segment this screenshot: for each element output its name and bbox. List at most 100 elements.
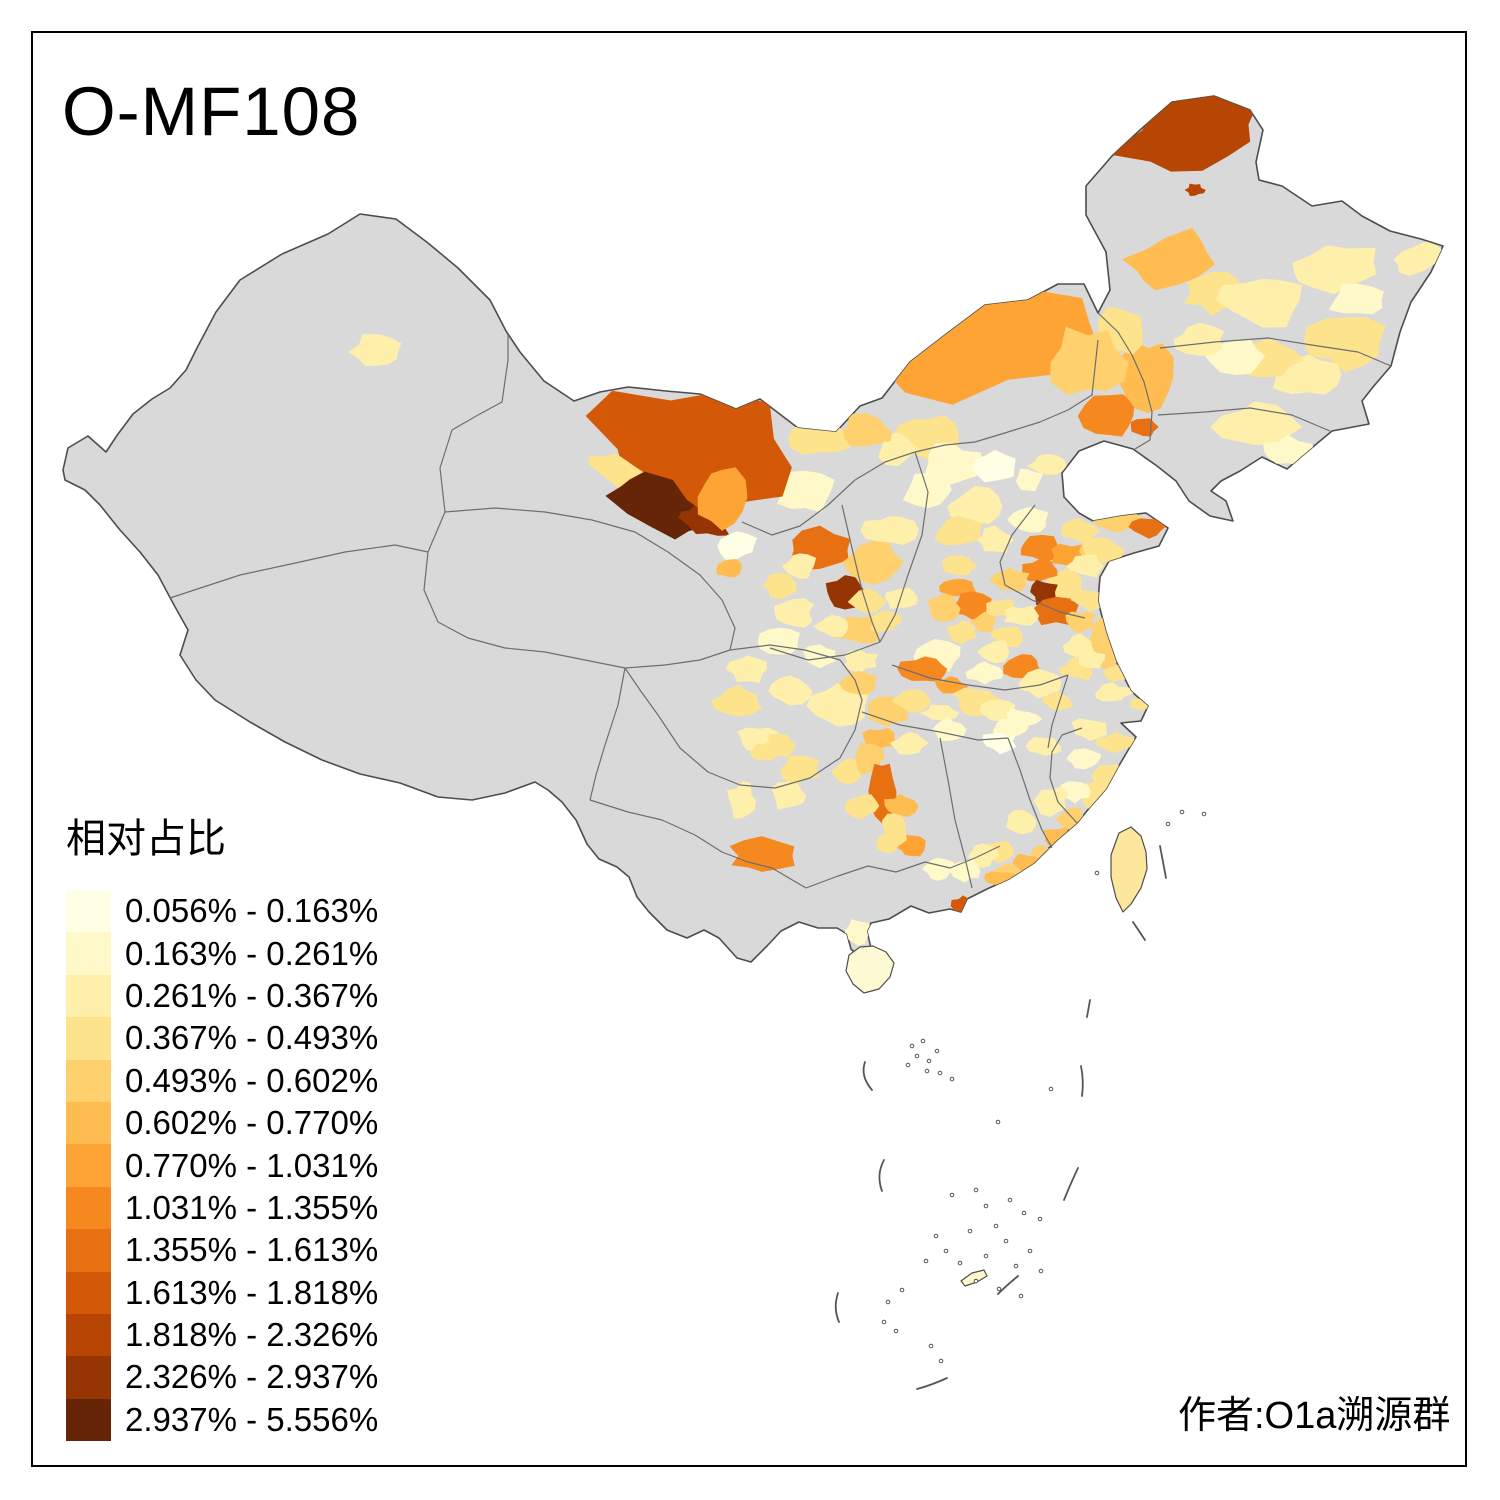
chongqing-region <box>806 683 869 727</box>
islet-dot <box>995 1119 1001 1125</box>
legend-row: 1.031% - 1.355% <box>66 1186 378 1230</box>
islet-dot <box>899 1287 905 1293</box>
islet-dot <box>1048 1086 1054 1092</box>
xinxiang-region <box>939 578 977 597</box>
islet-dot <box>1165 821 1171 827</box>
legend-label: 0.602% - 0.770% <box>125 1104 379 1142</box>
boundary-dash <box>1132 921 1146 941</box>
islet-dot <box>928 1343 934 1349</box>
hainan-island <box>845 945 895 994</box>
islet-dot <box>993 1223 999 1229</box>
zhongwei-region <box>717 531 758 560</box>
boundary-dash <box>1080 1065 1084 1097</box>
tianshui-region <box>774 598 814 628</box>
anyang-region <box>942 555 978 576</box>
weinan-region <box>869 610 902 634</box>
province-borders <box>169 312 1392 889</box>
yueyang-region <box>932 716 967 741</box>
dongying-region <box>1060 518 1100 543</box>
daxinganling-region <box>1108 96 1260 172</box>
islet-dot <box>1013 1263 1019 1269</box>
legend-swatch <box>66 1144 111 1187</box>
islet-dot <box>937 1070 943 1076</box>
boundary-dash <box>1063 1167 1079 1201</box>
songyuan-region <box>1173 322 1224 356</box>
legend-row: 1.613% - 1.818% <box>66 1271 379 1314</box>
zunyi-region <box>780 755 820 784</box>
huanggang-region <box>979 699 1016 722</box>
islet-dot <box>905 1062 911 1068</box>
xiangyang-region <box>897 656 948 682</box>
islet-dot <box>881 1319 887 1325</box>
mianyang-region <box>725 655 767 683</box>
legend-row: 0.261% - 0.367% <box>66 974 378 1018</box>
wenshan-region <box>729 836 795 872</box>
legend-label: 1.613% - 1.818% <box>125 1273 379 1311</box>
jingzhou-region <box>919 704 960 721</box>
fuyuan-tip-region <box>1393 241 1443 276</box>
yangzhou-region <box>1078 650 1105 669</box>
islet-dot <box>914 1053 920 1059</box>
changde-region <box>889 731 930 755</box>
islet-dot <box>949 1192 955 1198</box>
islet-dot <box>973 1278 979 1284</box>
zhangjiakou-region <box>924 442 985 485</box>
legend-swatch <box>66 1271 111 1314</box>
wuhu-region <box>1041 691 1074 711</box>
islet-dot <box>943 1248 949 1254</box>
jinchang-region <box>678 506 730 536</box>
mudanjiang-region <box>1303 317 1386 373</box>
boundary-dash <box>997 1275 1019 1295</box>
tongren-region <box>831 758 862 785</box>
boundary-dash <box>1086 999 1091 1018</box>
tangshan-region <box>1027 454 1067 475</box>
islet-dot <box>1007 1197 1013 1203</box>
xiangxi-region <box>855 743 885 775</box>
lishui-region <box>1059 781 1091 804</box>
zhengzhou-region <box>952 591 992 620</box>
shaoyang-region <box>884 793 919 817</box>
hefei-region <box>1018 668 1062 699</box>
islet-dot <box>1018 1293 1024 1299</box>
hezhou-region <box>876 833 902 854</box>
islet-dot <box>1038 1268 1044 1274</box>
islet-dot <box>885 1299 891 1305</box>
weifang-region <box>1066 554 1104 578</box>
legend-label: 0.056% - 0.163% <box>125 892 379 930</box>
islet-dot <box>1003 1238 1009 1244</box>
wuwei-dark-region <box>605 471 708 540</box>
plot-border <box>31 31 1467 1467</box>
legend-row: 0.602% - 0.770% <box>66 1101 379 1145</box>
baoji-region <box>813 614 849 638</box>
islet-dot <box>1201 811 1207 817</box>
hegang-region <box>1292 245 1377 294</box>
islet-dot <box>1179 809 1185 815</box>
zhumadian-region <box>976 640 1010 664</box>
linfen-region <box>847 588 888 614</box>
legend-items: 0.056% - 0.163% 0.163% - 0.261% 0.261% - 0… <box>66 890 379 1442</box>
taiwan-island <box>1110 826 1148 913</box>
linyi-region <box>1046 568 1082 601</box>
zhanjiang-region <box>844 919 871 946</box>
jining-region <box>1022 558 1058 582</box>
ningxia-region <box>697 467 748 531</box>
legend-swatch <box>66 1017 111 1060</box>
islet-dot <box>933 1233 939 1239</box>
boundary-dash <box>862 1061 873 1091</box>
ankang-region <box>843 650 878 673</box>
heze-region <box>989 567 1030 592</box>
nanchong-region <box>768 675 813 706</box>
islet-dot <box>996 1286 1002 1292</box>
legend-label: 2.326% - 2.937% <box>125 1358 379 1396</box>
legend-row: 0.163% - 0.261% <box>66 932 379 975</box>
legend-label: 0.163% - 0.261% <box>125 934 379 972</box>
boundary-dash <box>1159 845 1167 879</box>
sea-islets <box>881 809 1207 1364</box>
legend-label: 2.937% - 5.556% <box>125 1400 379 1438</box>
shihezi-spot-region <box>348 334 402 367</box>
weihai-region <box>1128 518 1166 539</box>
hangzhou-region <box>1071 718 1108 741</box>
nine-dash-line <box>834 845 1167 1390</box>
nansha-main-island <box>960 1269 988 1287</box>
